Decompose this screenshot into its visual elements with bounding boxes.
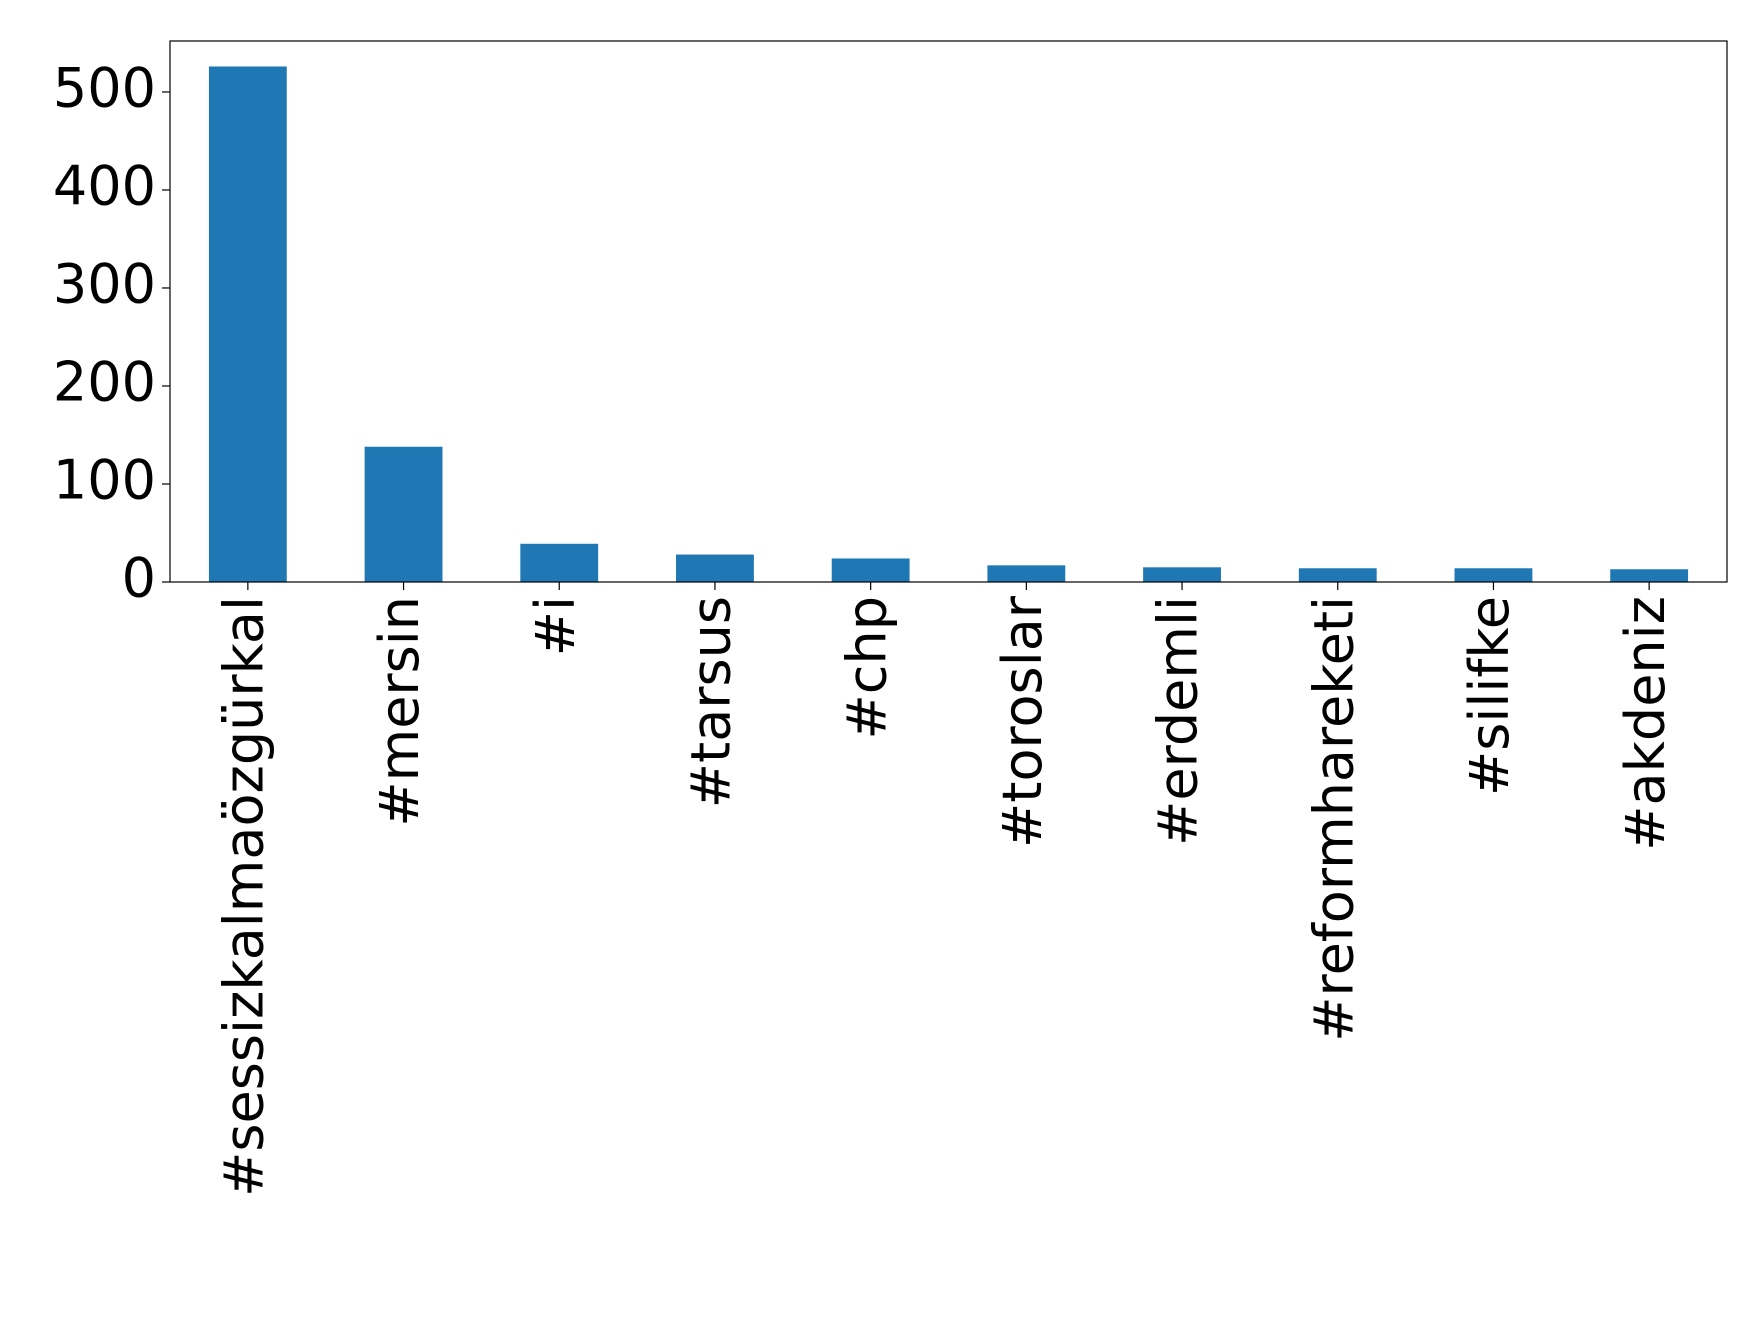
bar [364, 446, 443, 582]
bar [1143, 567, 1221, 582]
x-tick-label: #chp [835, 596, 898, 739]
x-tick-label: #i [524, 596, 587, 656]
x-tick-label: #tarsus [680, 596, 743, 808]
y-tick-label: 0 [122, 547, 156, 610]
y-tick-label: 500 [53, 57, 156, 120]
plot-frame [169, 40, 1728, 583]
x-tick-label: #reformhareketi [1302, 596, 1365, 1042]
y-tick-label: 200 [53, 351, 156, 414]
y-tick-label: 400 [53, 155, 156, 218]
bar [1454, 568, 1533, 582]
bar [208, 66, 287, 583]
x-tick-label: #silifke [1458, 596, 1521, 796]
bar [831, 558, 910, 582]
x-tick-label: #sessizkalmaözgürkal [212, 596, 275, 1197]
x-tick-label: #akdeniz [1614, 596, 1677, 851]
x-tick-label: #toroslar [991, 595, 1054, 848]
bar [1610, 569, 1689, 582]
bar [1298, 568, 1377, 582]
x-tick-label: #erdemli [1147, 596, 1210, 846]
x-tick-label: #mersin [368, 596, 431, 827]
bar [676, 554, 754, 582]
y-tick-label: 100 [53, 449, 156, 512]
bar [987, 565, 1066, 582]
y-tick-label: 300 [53, 253, 156, 316]
bar [520, 543, 599, 582]
